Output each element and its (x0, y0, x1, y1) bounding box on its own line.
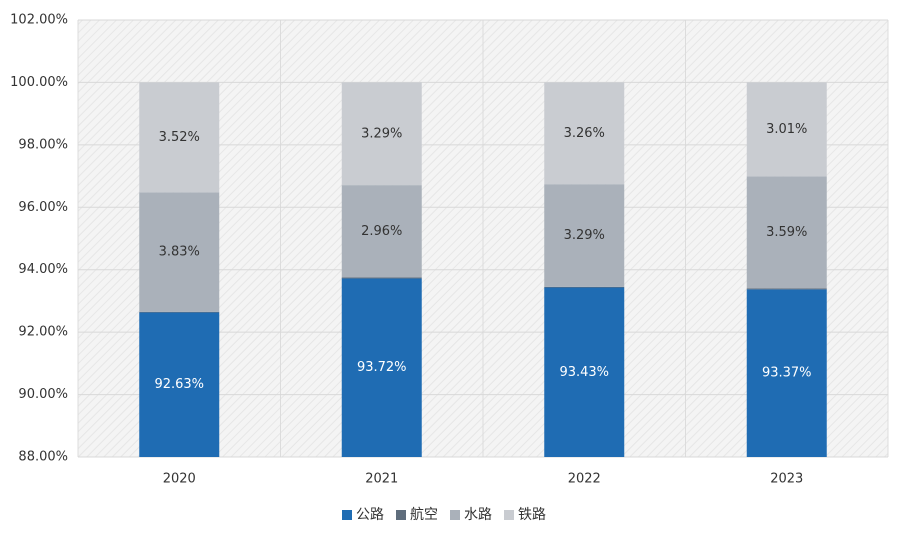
bar-segment (341, 277, 422, 279)
data-label: 3.01% (766, 122, 807, 137)
y-tick-label: 98.00% (18, 137, 68, 152)
legend-label: 铁路 (518, 507, 546, 523)
bar-segment (746, 289, 827, 457)
data-label: 93.72% (357, 360, 407, 375)
bar-segment (139, 311, 220, 313)
bar-segment (746, 288, 827, 290)
x-tick-label: 2021 (365, 472, 398, 487)
legend-label: 公路 (356, 507, 384, 523)
y-tick-label: 102.00% (10, 13, 68, 28)
data-label: 3.29% (564, 228, 605, 243)
bar-segment (746, 82, 827, 177)
x-tick-label: 2023 (770, 472, 803, 487)
data-label: 92.63% (154, 377, 204, 392)
data-label: 93.37% (762, 366, 812, 381)
data-label: 3.29% (361, 126, 402, 141)
x-tick-label: 2022 (568, 472, 601, 487)
y-tick-label: 94.00% (18, 262, 68, 277)
y-tick-label: 90.00% (18, 387, 68, 402)
bar-segment (139, 82, 220, 193)
bar-segment (139, 192, 220, 312)
y-tick-label: 100.00% (10, 75, 68, 90)
bar-segment (544, 82, 625, 185)
legend-swatch (396, 510, 406, 520)
data-label: 3.52% (159, 130, 200, 145)
legend-label: 航空 (410, 507, 438, 523)
legend-swatch (504, 510, 514, 520)
y-tick-label: 88.00% (18, 450, 68, 465)
legend-swatch (450, 510, 460, 520)
data-label: 3.26% (564, 126, 605, 141)
x-tick-label: 2020 (163, 472, 196, 487)
bar-segment (341, 185, 422, 278)
data-label: 3.59% (766, 225, 807, 240)
bar-segment (746, 176, 827, 289)
bar-segment (544, 286, 625, 288)
data-label: 3.83% (159, 245, 200, 260)
data-label: 93.43% (559, 365, 609, 380)
legend-label: 水路 (464, 507, 492, 523)
bar-segment (341, 278, 422, 457)
bar-segment (341, 82, 422, 186)
bar-segment (544, 287, 625, 457)
bar-segment (139, 312, 220, 457)
y-tick-label: 92.00% (18, 325, 68, 340)
y-tick-label: 96.00% (18, 200, 68, 215)
data-label: 2.96% (361, 224, 402, 239)
legend-swatch (342, 510, 352, 520)
bar-segment (544, 184, 625, 287)
